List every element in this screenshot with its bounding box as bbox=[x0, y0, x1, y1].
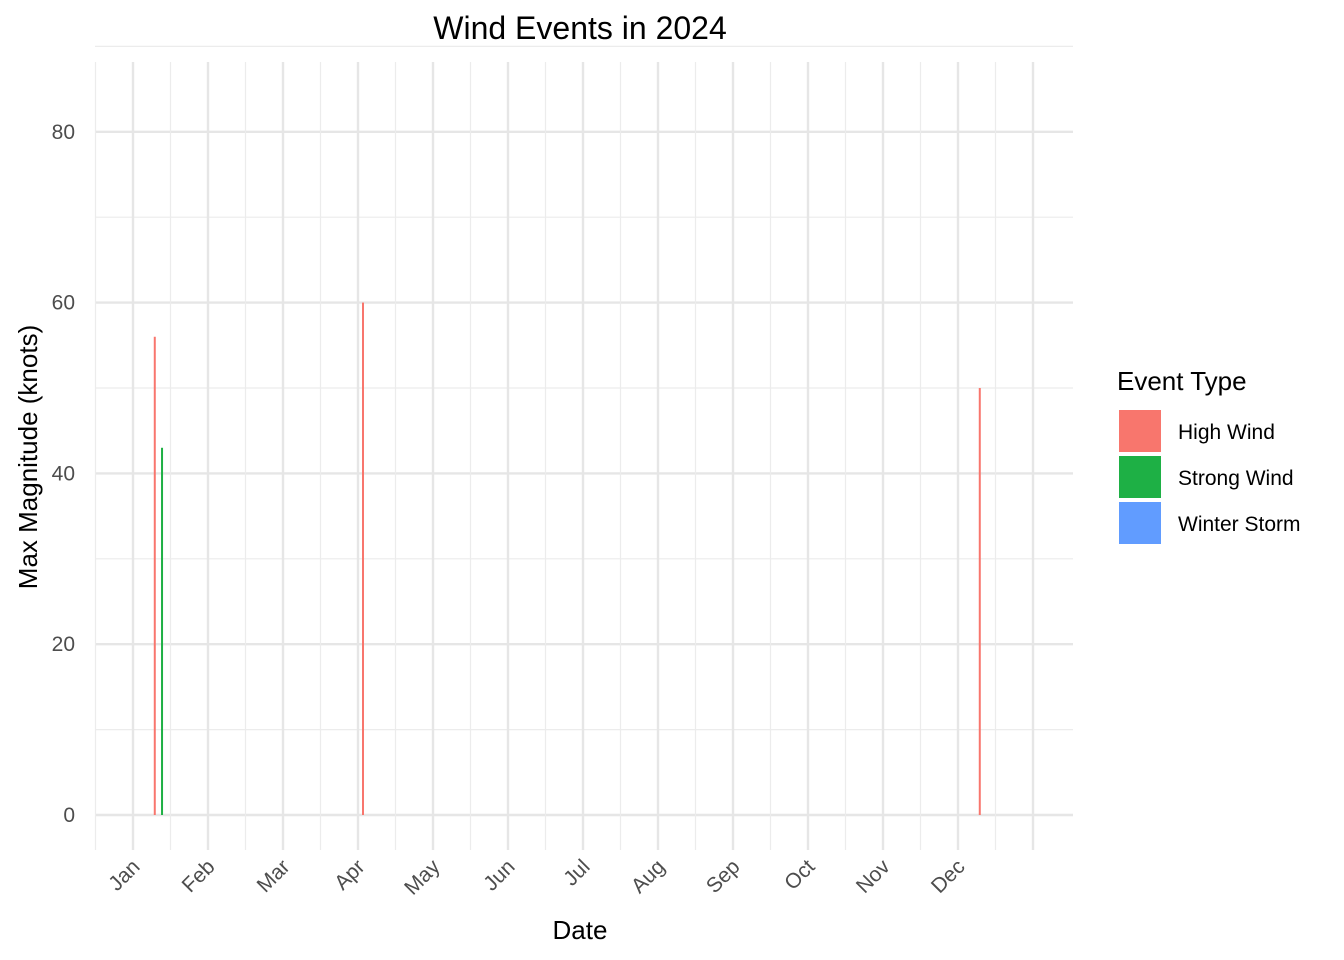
x-tick-label: Aug bbox=[627, 855, 670, 898]
legend-items: High Wind Strong Wind Winter Storm bbox=[1119, 410, 1301, 544]
y-tick-label: 40 bbox=[52, 462, 75, 485]
x-tick-label: Feb bbox=[178, 855, 220, 897]
y-tick-label: 60 bbox=[52, 292, 75, 315]
chart-title: Wind Events in 2024 bbox=[433, 10, 727, 46]
y-axis-title: Max Magnitude (knots) bbox=[13, 325, 43, 589]
bar bbox=[362, 302, 364, 816]
x-axis-ticks: Jan Feb Mar Apr May Jun Jul Aug Sep Oct Nov Dec bbox=[104, 855, 969, 900]
grid bbox=[94, 45, 1073, 850]
legend: Event Type High Wind Strong Wind Winter St… bbox=[1117, 366, 1301, 544]
bars bbox=[153, 302, 981, 816]
x-tick-label: Jun bbox=[479, 855, 519, 895]
legend-label: High Wind bbox=[1178, 421, 1275, 444]
legend-item: Winter Storm bbox=[1119, 502, 1301, 544]
y-tick-label: 20 bbox=[52, 633, 75, 656]
x-tick-label: Nov bbox=[852, 855, 895, 898]
x-tick-label: Jul bbox=[559, 855, 594, 890]
y-tick-label: 0 bbox=[63, 804, 75, 827]
x-tick-label: Oct bbox=[780, 855, 819, 894]
x-tick-label: Mar bbox=[253, 855, 295, 897]
x-axis-title: Date bbox=[553, 915, 608, 945]
legend-label: Strong Wind bbox=[1178, 467, 1294, 490]
legend-title: Event Type bbox=[1117, 366, 1247, 396]
y-tick-label: 80 bbox=[52, 121, 75, 144]
legend-key bbox=[1119, 502, 1161, 544]
y-axis-ticks: 0 20 40 60 80 bbox=[52, 121, 75, 827]
x-tick-label: Jan bbox=[104, 855, 144, 895]
bar bbox=[161, 447, 164, 815]
legend-key bbox=[1119, 410, 1161, 452]
x-tick-label: Dec bbox=[927, 855, 970, 898]
legend-item: Strong Wind bbox=[1119, 456, 1294, 498]
legend-item: High Wind bbox=[1119, 410, 1275, 452]
legend-key bbox=[1119, 456, 1161, 498]
bar bbox=[978, 388, 981, 815]
bar bbox=[153, 336, 156, 815]
x-tick-label: Sep bbox=[702, 855, 745, 898]
x-tick-label: Apr bbox=[330, 855, 369, 894]
legend-label: Winter Storm bbox=[1178, 513, 1301, 536]
x-tick-label: May bbox=[400, 855, 445, 900]
